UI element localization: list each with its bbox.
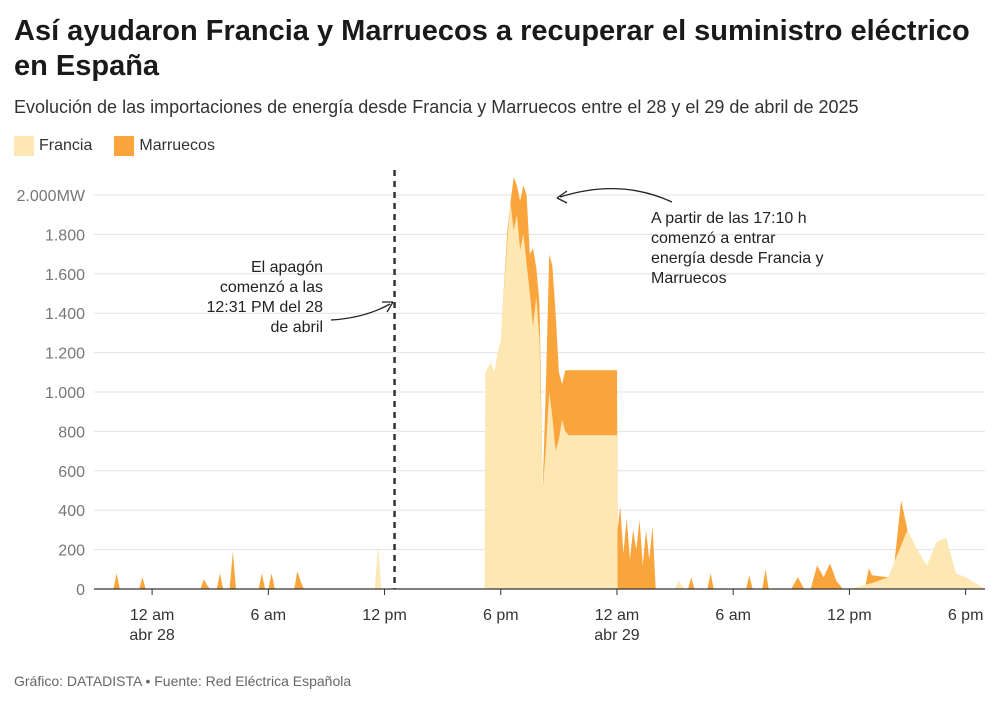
legend-swatch-francia [14,136,34,156]
legend-label-marruecos: Marruecos [139,137,215,154]
x-tick-label: 6 pm [948,607,984,624]
annotation-entrada-arrow [559,187,673,203]
y-tick-label: 1.800 [45,227,85,244]
y-tick-label: 1.200 [45,346,85,363]
y-tick-label: 800 [58,424,85,441]
annotation-entrada-line: A partir de las 17:10 h [651,210,807,227]
x-tick-label: 12 am [130,607,174,624]
annotation-entrada-line: comenzó a entrar [651,230,776,247]
y-tick-label: 200 [58,543,85,560]
annotation-entrada-line: energía desde Francia y [651,250,824,267]
x-tick-label: 6 pm [483,607,519,624]
annotation-apagon-line: El apagón [251,259,323,276]
y-tick-label: 1.600 [45,267,85,284]
y-tick-label: 2.000MW [17,188,86,205]
x-tick-label: 12 pm [827,607,871,624]
legend-item-francia: Francia [14,136,92,156]
x-tick-label: 6 am [715,607,751,624]
y-tick-label: 400 [58,503,85,520]
legend-swatch-marruecos [114,136,135,156]
x-tick-sublabel: abr 28 [129,627,174,644]
annotation-apagon-line: de abril [271,319,323,336]
annotation-apagon-line: 12:31 PM del 28 [206,299,323,316]
legend-item-marruecos: Marruecos [114,136,215,156]
x-tick-label: 12 am [595,607,639,624]
y-tick-label: 1.400 [45,306,85,323]
legend: Francia Marruecos [14,136,237,156]
annotation-apagon-line: comenzó a las [220,279,323,296]
annotation-entrada-arrowhead [556,190,568,204]
y-tick-label: 600 [58,464,85,481]
annotation-apagon-arrow [330,303,391,321]
y-tick-label: 0 [76,582,85,599]
x-tick-label: 12 pm [362,607,406,624]
annotation-apagon-arrowhead [382,301,394,313]
legend-label-francia: Francia [39,137,93,154]
y-tick-label: 1.000 [45,385,85,402]
chart-title: Así ayudaron Francia y Marruecos a recup… [14,15,970,82]
source-footer: Gráfico: DATADISTA • Fuente: Red Eléctri… [14,673,352,689]
chart-subtitle: Evolución de las importaciones de energí… [14,97,859,117]
x-tick-sublabel: abr 29 [594,627,639,644]
x-tick-label: 6 am [251,607,287,624]
series-area-francia [94,202,985,589]
annotation-entrada-line: Marruecos [651,270,727,287]
